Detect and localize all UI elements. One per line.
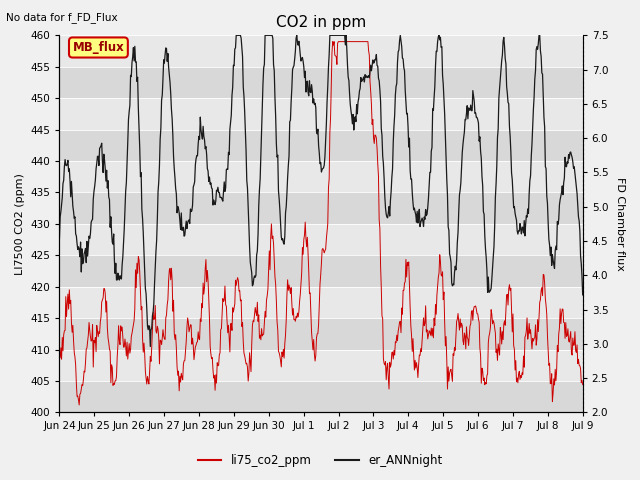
Text: MB_flux: MB_flux bbox=[72, 41, 124, 54]
Bar bbox=[60, 192, 582, 224]
Bar bbox=[60, 36, 582, 67]
Bar bbox=[60, 161, 582, 192]
Bar bbox=[60, 255, 582, 287]
Bar bbox=[60, 130, 582, 161]
Bar bbox=[60, 98, 582, 130]
Y-axis label: LI7500 CO2 (ppm): LI7500 CO2 (ppm) bbox=[15, 173, 25, 275]
Bar bbox=[60, 287, 582, 318]
Text: No data for f_FD_Flux: No data for f_FD_Flux bbox=[6, 12, 118, 23]
Title: CO2 in ppm: CO2 in ppm bbox=[276, 15, 366, 30]
Bar bbox=[60, 318, 582, 349]
Bar bbox=[60, 67, 582, 98]
Y-axis label: FD Chamber flux: FD Chamber flux bbox=[615, 177, 625, 271]
Bar bbox=[60, 381, 582, 412]
Bar bbox=[60, 349, 582, 381]
Bar bbox=[60, 224, 582, 255]
Legend: li75_co2_ppm, er_ANNnight: li75_co2_ppm, er_ANNnight bbox=[193, 449, 447, 472]
